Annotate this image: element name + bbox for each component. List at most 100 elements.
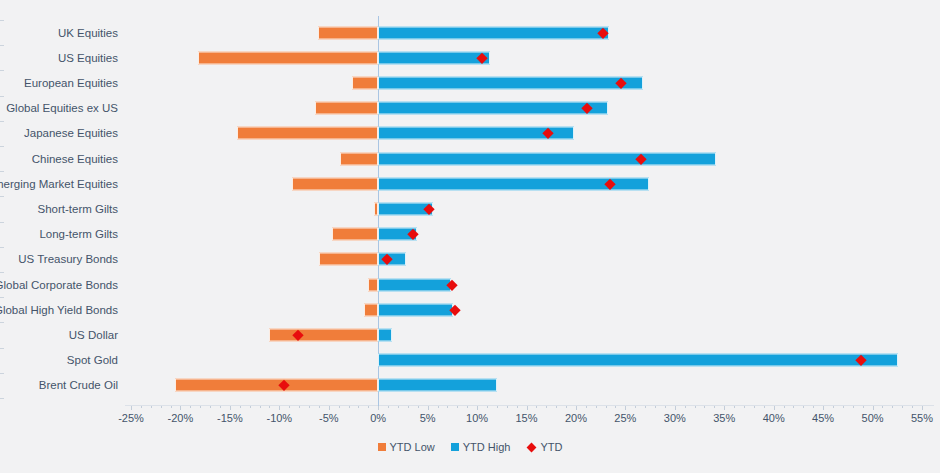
chart-row [131,96,922,121]
x-axis-major-tick [428,406,429,410]
ytd-low-bar [368,278,378,291]
ytd-low-bar [319,253,378,266]
x-axis-major-tick [477,406,478,410]
x-axis-tick-label: 20% [565,412,587,424]
legend-item-ytd-low: YTD Low [378,441,435,453]
ytd-low-bar [237,127,378,140]
x-axis-major-tick [378,406,379,410]
x-axis-minor-tick [863,406,864,408]
chart-row [131,297,922,322]
x-axis-minor-tick [744,406,745,408]
chart-row [131,348,922,373]
ytd-high-bar [378,102,607,115]
ytd-high-bar [378,26,608,39]
x-axis-minor-tick [457,406,458,408]
x-axis-minor-tick [190,406,191,408]
x-axis-major-tick [774,406,775,410]
x-axis-minor-tick [161,406,162,408]
x-axis-minor-tick [695,406,696,408]
x-axis-minor-tick [309,406,310,408]
x-axis-tick-label: 5% [420,412,436,424]
x-axis-minor-tick [299,406,300,408]
ytd-high-bar [378,379,497,392]
chart-row [131,322,922,347]
category-label: Global Equities ex US [0,96,124,121]
x-axis-tick-label: 0% [370,412,386,424]
x-axis-minor-tick [200,406,201,408]
legend-label-ytd-low: YTD Low [390,441,435,453]
category-label: Chinese Equities [0,146,124,171]
legend-label-ytd: YTD [540,441,562,453]
x-axis-minor-tick [606,406,607,408]
x-axis-minor-tick [784,406,785,408]
x-axis-minor-tick [833,406,834,408]
x-axis-tick-label: 40% [763,412,785,424]
x-axis-minor-tick [912,406,913,408]
chart-row [131,247,922,272]
ytd-high-bar [378,51,490,64]
x-axis-tick-label: 50% [862,412,884,424]
category-tick [0,70,4,71]
plot-rows [131,20,922,398]
x-axis-minor-tick [289,406,290,408]
x-axis-major-tick [131,406,132,410]
category-label: US Dollar [0,322,124,347]
x-axis-minor-tick [665,406,666,408]
x-axis-minor-tick [882,406,883,408]
ytd-low-bar [352,77,378,90]
x-axis-tick-label: 30% [664,412,686,424]
category-tick [0,373,4,374]
chart-row [131,121,922,146]
x-axis-minor-tick [803,406,804,408]
x-axis-minor-tick [339,406,340,408]
chart-row [131,70,922,95]
category-label: UK Equities [0,20,124,45]
legend: YTD Low YTD High YTD [0,441,940,453]
x-axis-major-tick [823,406,824,410]
x-axis-minor-tick [536,406,537,408]
category-tick [0,398,4,399]
x-axis-minor-tick [349,406,350,408]
x-axis-minor-tick [655,406,656,408]
ytd-low-bar [318,26,378,39]
category-tick [0,171,4,172]
category-tick [0,272,4,273]
x-axis: -25%-20%-15%-10%-5%0%5%10%15%20%25%30%35… [131,405,922,439]
x-axis-minor-tick [497,406,498,408]
x-axis-minor-tick [813,406,814,408]
x-axis-tick-label: -25% [118,412,144,424]
x-axis-major-tick [279,406,280,410]
category-tick [0,45,4,46]
category-tick [0,121,4,122]
x-axis-minor-tick [596,406,597,408]
chart-row [131,272,922,297]
x-axis-tick-label: 25% [614,412,636,424]
ytd-range-chart: UK EquitiesUS EquitiesEuropean EquitiesG… [0,0,940,473]
x-axis-minor-tick [447,406,448,408]
x-axis-minor-tick [250,406,251,408]
ytd-high-bar [378,303,453,316]
legend-item-ytd-high: YTD High [451,441,511,453]
ytd-high-bar [378,329,392,342]
x-axis-minor-tick [764,406,765,408]
ytd-high-bar [378,77,643,90]
x-axis-minor-tick [793,406,794,408]
x-axis-minor-tick [507,406,508,408]
x-axis-minor-tick [269,406,270,408]
x-axis-minor-tick [240,406,241,408]
chart-row [131,222,922,247]
ytd-low-bar [269,329,378,342]
category-tick [0,146,4,147]
category-label: European Equities [0,70,124,95]
category-tick [0,96,4,97]
ytd-low-bar [340,152,379,165]
ytd-low-bar [198,51,378,64]
x-axis-minor-tick [319,406,320,408]
category-labels: UK EquitiesUS EquitiesEuropean EquitiesG… [0,20,124,398]
x-axis-minor-tick [556,406,557,408]
chart-row [131,171,922,196]
x-axis-minor-tick [546,406,547,408]
x-axis-minor-tick [398,406,399,408]
chart-row [131,196,922,221]
x-axis-tick-label: -15% [217,412,243,424]
